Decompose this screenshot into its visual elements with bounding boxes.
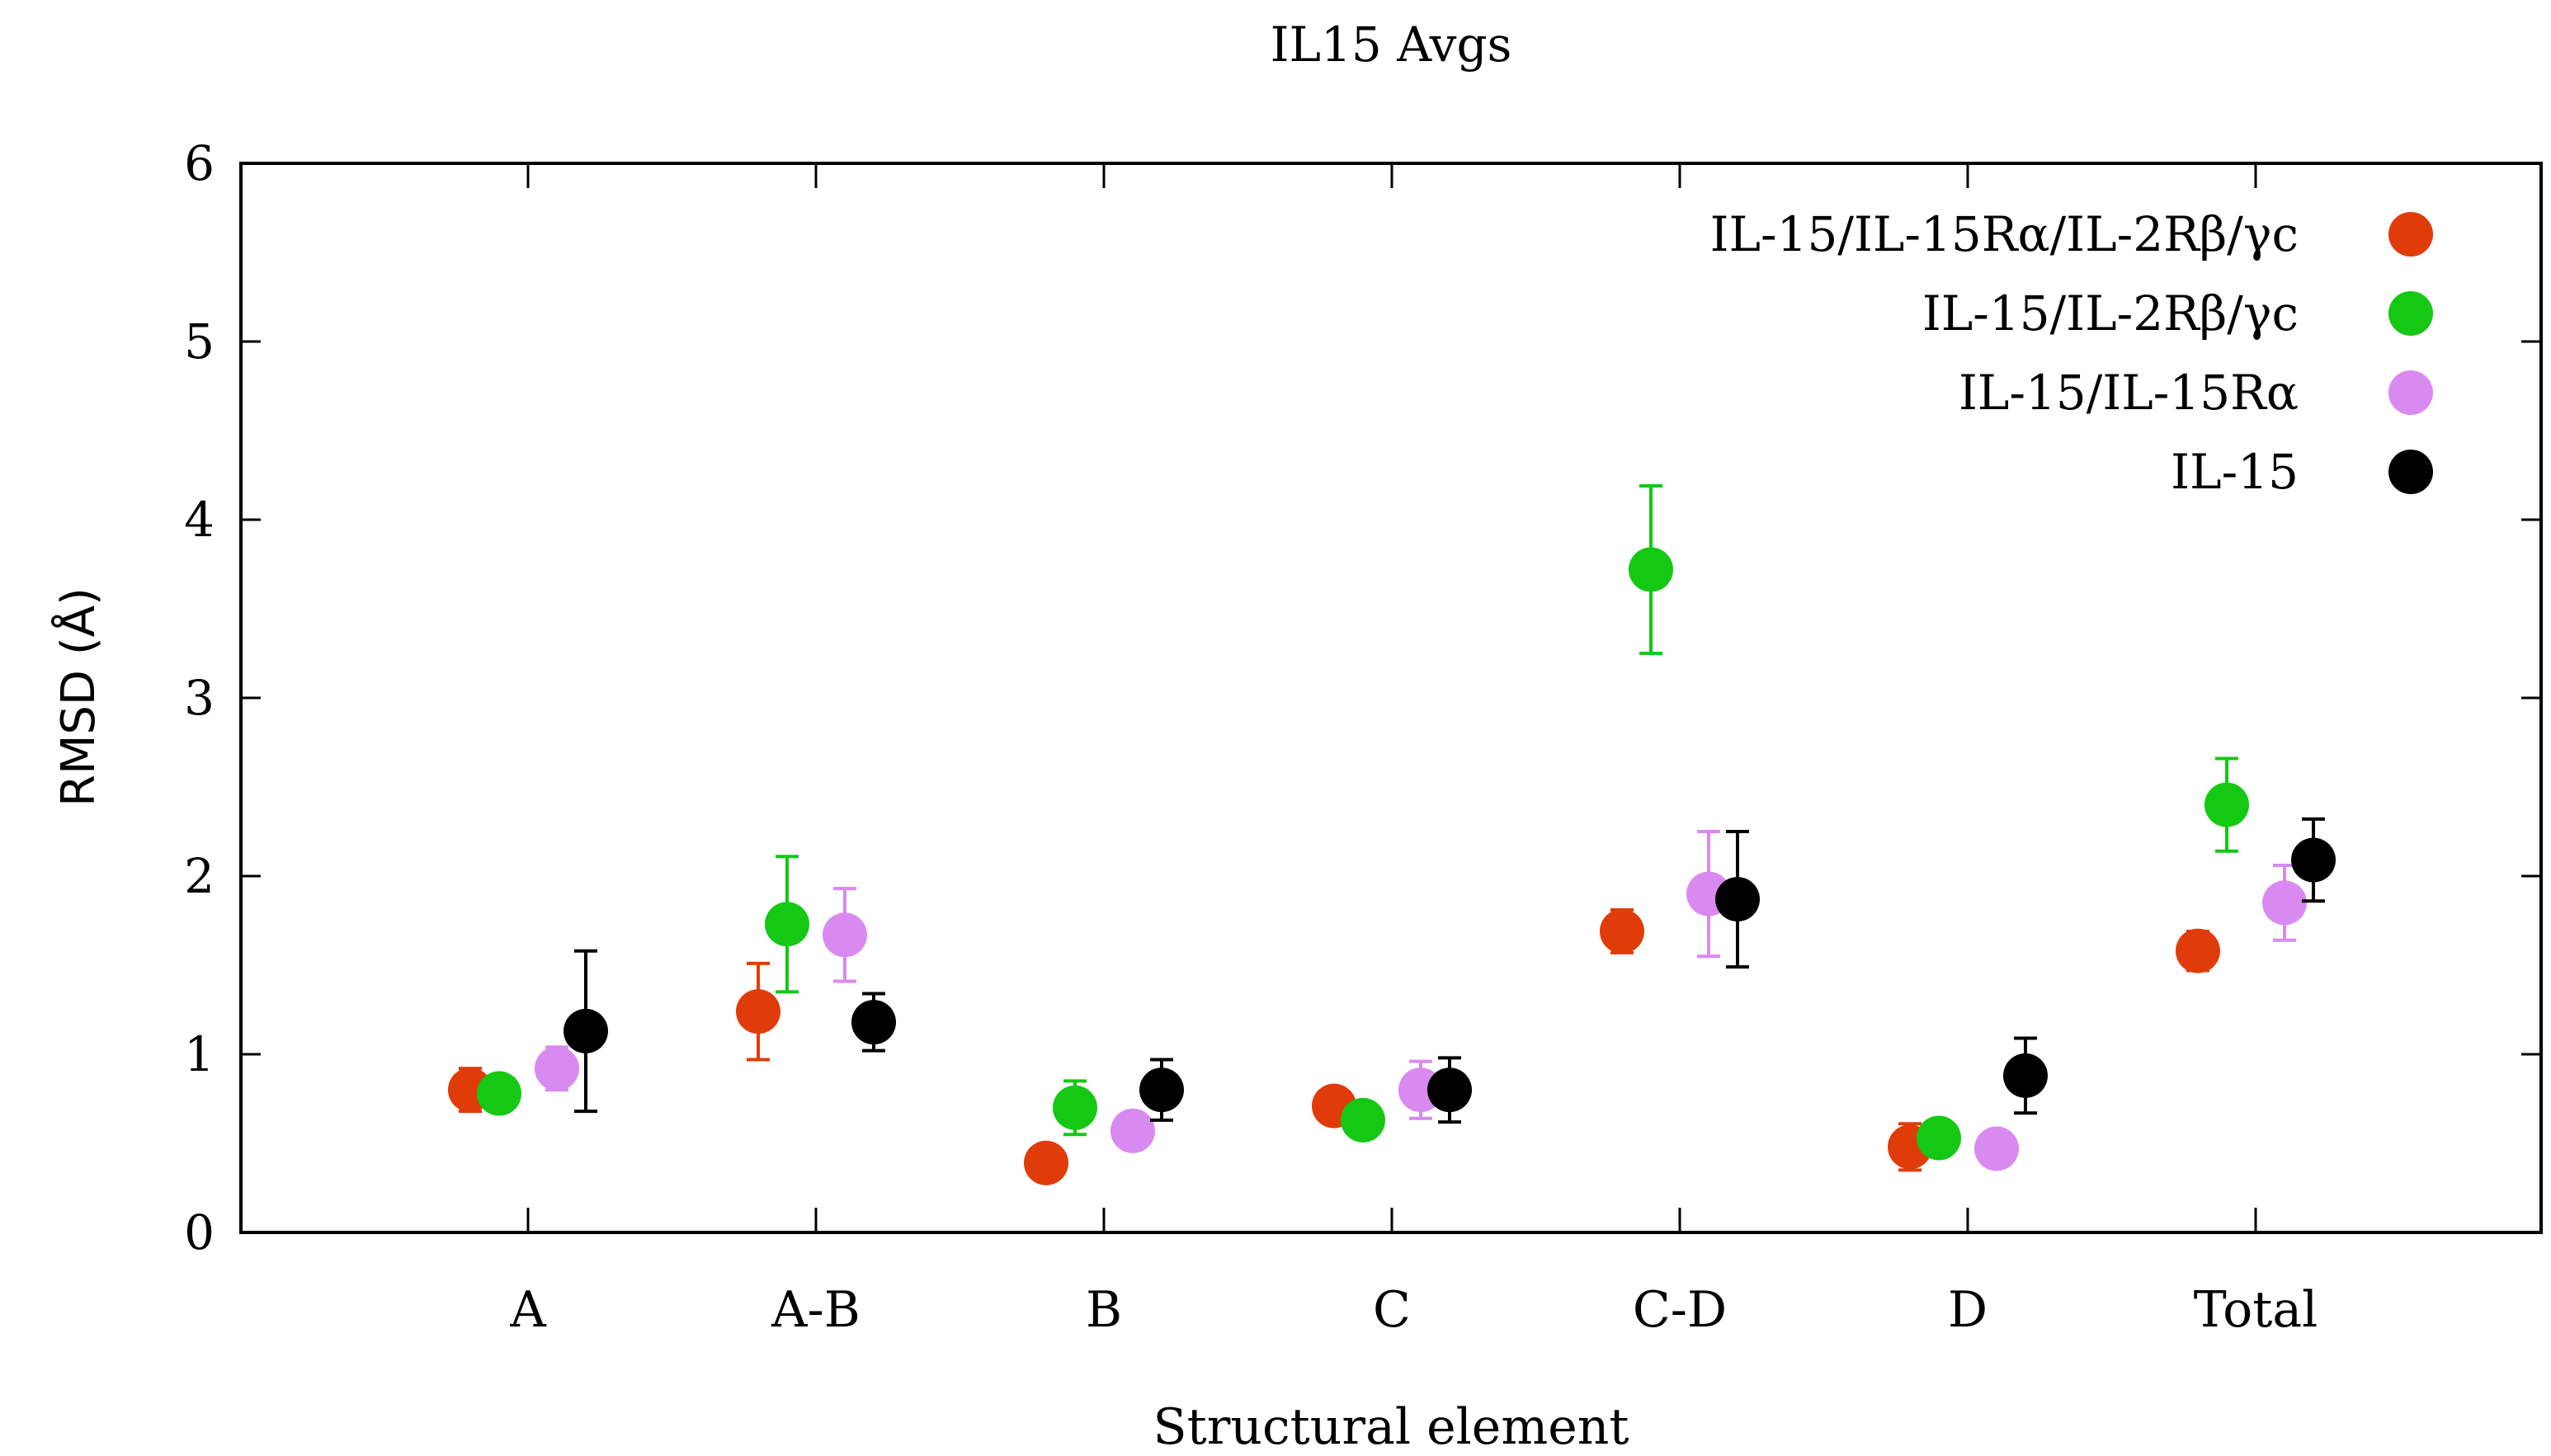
- data-point-group: [535, 1045, 579, 1092]
- legend-marker: [2388, 212, 2433, 257]
- x-tick-label: C: [1373, 1281, 1411, 1339]
- data-point-group: [2291, 817, 2336, 903]
- data-point-group: [1715, 830, 1760, 969]
- legend-label: IL-15/IL-2Rβ/γc: [1922, 285, 2299, 342]
- data-point-group: [477, 1071, 521, 1116]
- data-point: [1715, 877, 1760, 922]
- data-point: [1427, 1067, 1472, 1113]
- data-point-group: [765, 855, 809, 994]
- y-tick-label: 0: [184, 1204, 215, 1260]
- plot-frame: [239, 162, 2543, 1234]
- legend-label: IL-15: [2171, 444, 2299, 500]
- x-tick-label: A-B: [771, 1281, 861, 1339]
- data-point: [2003, 1053, 2048, 1098]
- data-point-group: [1974, 1126, 2019, 1171]
- y-tick-label: 3: [184, 670, 215, 726]
- data-point: [1600, 908, 1644, 954]
- y-tick-label: 5: [184, 313, 215, 370]
- data-point: [563, 1008, 608, 1053]
- data-point: [477, 1071, 521, 1116]
- data-point-group: [1917, 1115, 1961, 1161]
- data-point-group: [851, 992, 896, 1053]
- data-point: [736, 989, 780, 1034]
- data-point-group: [1600, 908, 1644, 954]
- data-point-group: [1139, 1058, 1184, 1122]
- data-point: [1917, 1115, 1961, 1161]
- data-point-group: [1110, 1108, 1155, 1153]
- data-point: [823, 912, 867, 958]
- data-point: [1110, 1108, 1155, 1153]
- y-tick-label: 6: [184, 135, 215, 191]
- data-point: [1341, 1097, 1385, 1143]
- data-point: [2204, 782, 2249, 827]
- legend-label: IL-15/IL-15Rα/IL-2Rβ/γc: [1710, 206, 2299, 262]
- legend-marker: [2388, 291, 2433, 336]
- x-tick-label: D: [1948, 1281, 1988, 1339]
- data-point: [535, 1046, 579, 1091]
- y-tick-label: 4: [184, 492, 215, 548]
- x-axis-label: Structural element: [1153, 1398, 1629, 1456]
- data-point-group: [563, 949, 608, 1114]
- data-point-group: [2003, 1036, 2048, 1115]
- data-point: [1974, 1126, 2019, 1171]
- data-point-group: [1341, 1097, 1385, 1143]
- data-point-group: [736, 961, 780, 1062]
- data-point-group: [1427, 1056, 1472, 1124]
- data-point-group: [823, 887, 867, 983]
- data-point: [851, 1000, 896, 1045]
- data-point: [765, 902, 809, 947]
- chart-title: IL15 Avgs: [1271, 16, 1512, 73]
- data-point: [2291, 837, 2336, 883]
- legend-marker: [2388, 450, 2433, 494]
- y-axis-label: RMSD (Å): [51, 587, 106, 807]
- data-point: [2176, 928, 2220, 973]
- data-point-group: [1629, 483, 1673, 655]
- legend: IL-15/IL-15Rα/IL-2Rβ/γc IL-15/IL-2Rβ/γc IL…: [1710, 206, 2433, 500]
- data-point-group: [1053, 1079, 1097, 1137]
- x-tick-label: C-D: [1633, 1281, 1727, 1339]
- x-tick-label: B: [1086, 1281, 1122, 1339]
- data-point: [1139, 1067, 1184, 1113]
- data-marks: [448, 483, 2336, 1185]
- legend-marker: [2388, 370, 2433, 415]
- y-tick-label: 1: [184, 1026, 215, 1082]
- data-point: [1053, 1085, 1097, 1130]
- data-point: [1629, 547, 1673, 592]
- x-tick-label: Total: [2194, 1281, 2318, 1339]
- axes: 0 1 2 3 4 5 6 A A-B B C C-D D Total: [184, 135, 2541, 1339]
- data-point-group: [2176, 928, 2220, 973]
- data-point: [2262, 880, 2307, 926]
- x-tick-label: A: [509, 1281, 546, 1339]
- data-point: [1024, 1140, 1068, 1185]
- y-tick-label: 2: [184, 848, 215, 904]
- data-point-group: [2204, 756, 2249, 853]
- legend-label: IL-15/IL-15Rα: [1959, 365, 2299, 421]
- data-point-group: [1024, 1140, 1068, 1185]
